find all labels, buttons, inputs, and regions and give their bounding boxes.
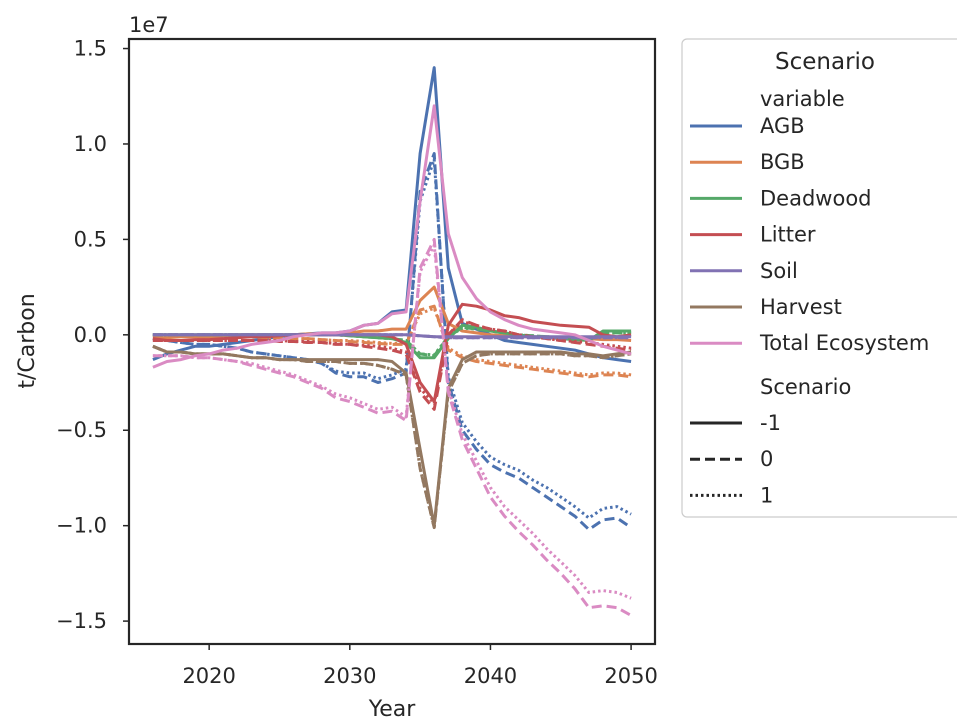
legend: Scenario variable AGB BGB Deadwood Litter So…	[681, 38, 957, 518]
legend-box	[681, 38, 957, 518]
legend-entry-label: AGB	[760, 114, 805, 138]
x-tick-label: 2030	[323, 664, 376, 688]
series-line-total-ecosystem-scenario-0	[152, 237, 632, 617]
series-line-litter-scenario--1	[152, 302, 632, 404]
legend-title: Scenario	[775, 49, 875, 75]
legend-style-heading: Scenario	[760, 375, 851, 399]
legend-hue-heading: variable	[760, 87, 845, 111]
plot-frame	[127, 37, 657, 646]
y-tick-label: 0.0	[74, 323, 107, 347]
series-line-soil-scenario-0	[152, 333, 632, 340]
legend-entry-label: Litter	[760, 223, 816, 247]
y-tick-label: 1.5	[74, 37, 107, 61]
legend-entry-label: Harvest	[760, 295, 842, 319]
y-tick-label: −0.5	[56, 418, 107, 442]
legend-style-label: 1	[760, 483, 773, 507]
legend-entry-label: Soil	[760, 259, 798, 283]
y-tick-label: −1.5	[56, 609, 107, 633]
x-tick-label: 2040	[464, 664, 517, 688]
y-axis-label: t/Carbon	[15, 293, 40, 388]
legend-entry-label: Deadwood	[760, 186, 872, 210]
legend-style-label: 0	[760, 447, 773, 471]
series-line-total-ecosystem-scenario--1	[152, 104, 632, 369]
series-line-agb-scenario--1	[152, 66, 632, 363]
series-line-harvest-scenario-1	[152, 344, 632, 530]
series-line-harvest-scenario-0	[152, 344, 632, 530]
x-axis-ticks: 2020 2030 2040 2050	[182, 644, 658, 688]
legend-entry-label: BGB	[760, 150, 805, 174]
y-tick-label: 0.5	[74, 227, 107, 251]
x-tick-label: 2050	[604, 664, 657, 688]
y-tick-label: −1.0	[56, 514, 107, 538]
y-tick-label: 1.0	[74, 132, 107, 156]
series-line-total-ecosystem-scenario-1	[152, 243, 632, 600]
legend-entry-label: Total Ecosystem	[759, 331, 929, 355]
y-offset-label: 1e7	[129, 13, 169, 37]
y-axis-ticks: −1.5 −1.0 −0.5 0.0 0.5 1.0 1.5	[56, 37, 129, 633]
x-axis-label: Year	[368, 697, 417, 719]
series-line-agb-scenario-1	[152, 157, 632, 520]
legend-style-label: -1	[760, 411, 781, 435]
legend-hue-entries: AGB BGB Deadwood Litter Soil Harvest Total Eco…	[690, 114, 929, 355]
series-line-litter-scenario-0	[152, 318, 632, 411]
x-tick-label: 2020	[182, 664, 235, 688]
plot-lines	[152, 66, 632, 617]
legend-style-entries: -1 0 1	[690, 411, 781, 507]
